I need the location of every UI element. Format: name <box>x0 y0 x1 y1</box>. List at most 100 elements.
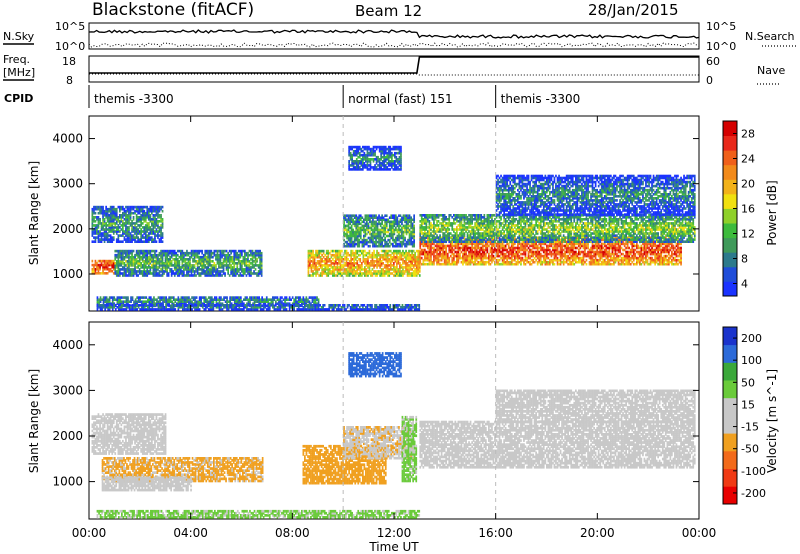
data-cell <box>122 250 124 253</box>
data-cell <box>108 238 110 241</box>
data-cell <box>441 253 443 256</box>
data-cell <box>119 220 121 223</box>
data-cell <box>143 210 145 213</box>
data-cell <box>368 214 370 217</box>
data-cell <box>140 206 142 209</box>
data-cell <box>180 250 182 253</box>
data-cell <box>534 261 536 264</box>
data-cell <box>334 250 336 253</box>
data-cell <box>505 261 507 264</box>
data-cell <box>224 272 226 275</box>
data-cell <box>488 253 490 256</box>
data-cell <box>252 272 254 275</box>
data-cell <box>345 225 347 228</box>
data-cell <box>169 256 171 259</box>
data-cell <box>554 263 556 266</box>
data-cell <box>108 208 110 211</box>
data-cell <box>240 296 242 299</box>
data-cell <box>400 235 402 238</box>
data-cell <box>535 259 537 262</box>
data-cell <box>332 254 334 257</box>
data-cell <box>110 260 112 263</box>
data-cell <box>247 252 249 255</box>
data-cell <box>256 272 258 275</box>
data-cell <box>386 235 388 238</box>
data-cell <box>229 274 231 277</box>
data-cell <box>317 260 319 263</box>
data-cell <box>106 296 108 299</box>
data-cell <box>359 250 361 253</box>
data-cell <box>261 296 263 299</box>
data-cell <box>168 296 170 299</box>
data-cell <box>354 166 356 169</box>
data-cell <box>98 230 100 233</box>
data-cell <box>118 206 120 209</box>
data-cell <box>372 252 374 255</box>
data-cell <box>500 257 502 260</box>
data-cell <box>145 206 147 209</box>
data-cell <box>388 250 390 253</box>
data-cell <box>361 262 363 265</box>
freq-tick-top: 18 <box>62 55 76 68</box>
data-cell <box>346 219 348 222</box>
data-cell <box>154 250 156 253</box>
data-cell <box>249 250 251 253</box>
data-cell <box>363 272 365 275</box>
data-cell <box>243 298 245 301</box>
data-cell <box>137 250 139 253</box>
data-cell <box>509 257 511 260</box>
data-cell <box>140 228 142 231</box>
data-cell <box>182 296 184 299</box>
data-cell <box>140 256 142 259</box>
data-cell <box>107 208 109 211</box>
data-cell <box>226 250 228 253</box>
data-cell <box>110 234 112 237</box>
data-cell <box>145 250 147 253</box>
data-cell <box>98 264 100 267</box>
data-cell <box>362 225 364 228</box>
data-cell <box>171 250 173 253</box>
data-cell <box>182 270 184 273</box>
data-cell <box>143 236 145 239</box>
data-cell <box>378 258 380 261</box>
data-cell <box>470 247 472 250</box>
data-cell <box>403 231 405 234</box>
data-cell <box>525 263 527 266</box>
data-cell <box>383 225 385 228</box>
data-cell <box>376 270 378 273</box>
freq-tick-bottom: 8 <box>66 74 73 87</box>
data-cell <box>381 227 383 230</box>
data-cell <box>450 263 452 266</box>
data-cell <box>134 206 136 209</box>
data-cell <box>243 256 245 259</box>
data-cell <box>398 250 400 253</box>
data-cell <box>142 296 144 299</box>
nave-trace <box>89 74 699 75</box>
data-cell <box>359 258 361 261</box>
data-cell <box>121 206 123 209</box>
data-cell <box>493 249 495 252</box>
data-cell <box>284 296 286 299</box>
data-cell <box>139 268 141 271</box>
data-cell <box>214 250 216 253</box>
data-cell <box>189 256 191 259</box>
data-cell <box>127 250 129 253</box>
data-cell <box>373 166 375 169</box>
data-cell <box>258 250 260 253</box>
data-cell <box>395 256 397 259</box>
data-cell <box>359 166 361 169</box>
data-cell <box>395 237 397 240</box>
data-cell <box>174 298 176 301</box>
data-cell <box>346 268 348 271</box>
data-cell <box>203 296 205 299</box>
data-cell <box>389 221 391 224</box>
data-cell <box>354 231 356 234</box>
data-cell <box>193 296 195 299</box>
data-cell <box>102 264 104 267</box>
data-cell <box>341 250 343 253</box>
data-cell <box>137 274 139 277</box>
data-cell <box>175 252 177 255</box>
data-cell <box>189 274 191 277</box>
data-cell <box>321 254 323 257</box>
data-cell <box>435 255 437 258</box>
